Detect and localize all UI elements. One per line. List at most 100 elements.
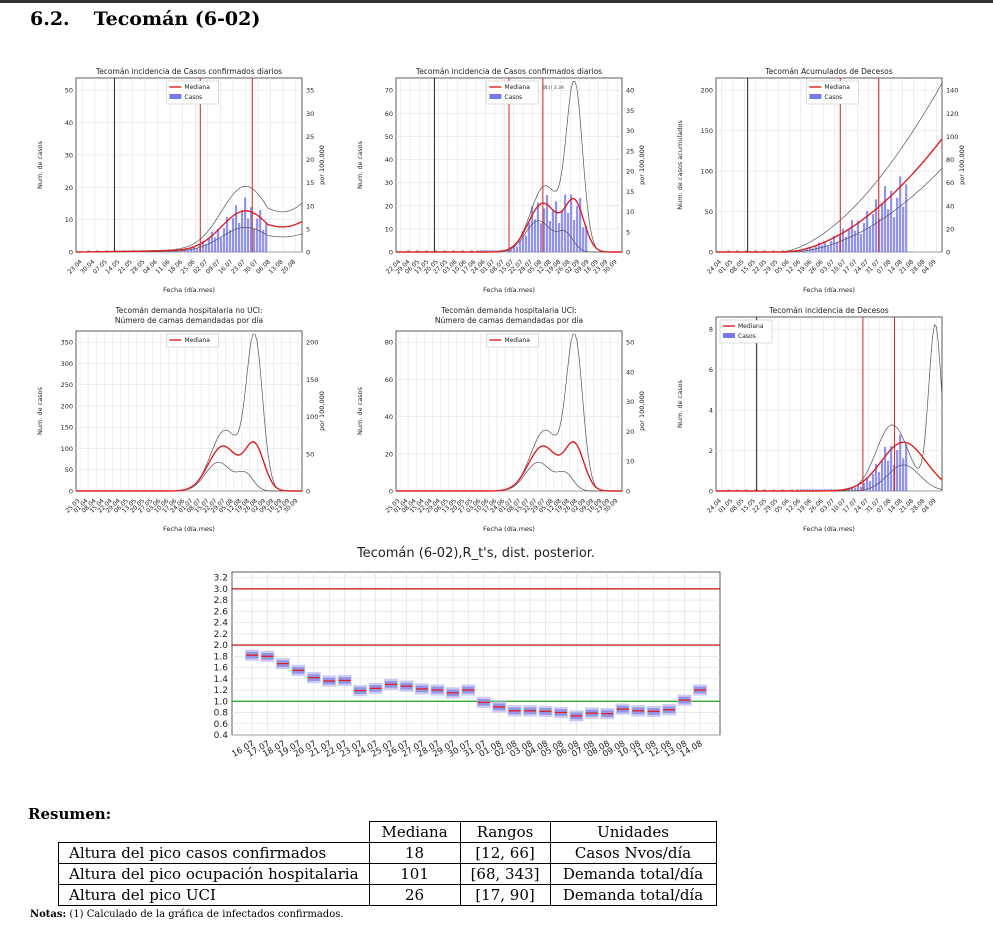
row-unidades: Demanda total/día xyxy=(549,884,717,906)
bar xyxy=(890,446,893,491)
y2-axis-label: por 100,000 xyxy=(318,391,326,431)
bar xyxy=(799,489,802,491)
rt-svg: Tecomán (6-02),R_t's, dist. posterior. 0.… xyxy=(214,546,721,760)
bar xyxy=(216,228,220,252)
row-rango: [12, 66] xyxy=(459,842,551,864)
y2-tick-label: 10 xyxy=(626,458,634,466)
panel-svg: Tecomán demanda hospitalaria no UCI:Núme… xyxy=(36,306,326,533)
y2-axis-label: por 100,000 xyxy=(638,145,646,185)
bar xyxy=(754,489,757,491)
bar xyxy=(243,197,247,252)
x-tick-label: 20.08 xyxy=(280,258,297,275)
y2-tick-label: 50 xyxy=(306,450,314,458)
rt-box xyxy=(322,675,337,687)
y2-tick-label: 60 xyxy=(946,179,954,187)
bar xyxy=(811,248,814,252)
y2-tick-label: 20 xyxy=(626,168,634,176)
bar xyxy=(844,236,848,252)
y-tick-label: 50 xyxy=(385,133,393,141)
y2-tick-label: 40 xyxy=(946,202,954,210)
panel-title: Tecomán incidencia de Casos confirmados … xyxy=(95,67,282,76)
rt-y-tick-label: 3.0 xyxy=(214,585,229,595)
y2-tick-label: 20 xyxy=(946,225,954,233)
bar xyxy=(488,250,491,252)
legend-label: Mediana xyxy=(184,337,210,344)
bar xyxy=(557,222,561,252)
row-rango: [68, 343] xyxy=(459,863,551,885)
bar xyxy=(808,246,811,252)
bar xyxy=(545,195,549,252)
y2-tick-label: 5 xyxy=(306,225,310,233)
bar xyxy=(485,250,488,252)
bar xyxy=(890,190,893,252)
bar xyxy=(847,488,851,491)
y2-tick-label: 20 xyxy=(626,428,634,436)
y2-axis-label: por 100,000 xyxy=(318,145,326,185)
rt-box xyxy=(646,705,661,718)
rt-box xyxy=(461,684,476,696)
bar xyxy=(576,206,579,252)
y-tick-label: 0 xyxy=(389,249,393,257)
y-tick-label: 6 xyxy=(709,366,713,374)
bar xyxy=(524,235,528,252)
bar xyxy=(476,250,479,252)
rt-y-tick-label: 1.0 xyxy=(214,697,229,707)
bar xyxy=(905,444,908,491)
legend-label: Mediana xyxy=(184,84,210,91)
panel-svg: Tecomán demanda hospitalaria UCI:Número … xyxy=(356,306,646,533)
bar xyxy=(859,233,863,252)
y-tick-label: 30 xyxy=(385,179,393,187)
bar xyxy=(899,176,902,252)
rt-y-tick-label: 1.6 xyxy=(214,664,229,674)
bar xyxy=(461,250,464,252)
bar xyxy=(542,208,546,252)
resumen-title: Resumen: xyxy=(28,805,112,823)
legend-label: Casos xyxy=(184,94,202,101)
bar xyxy=(228,230,232,252)
bar xyxy=(551,210,555,252)
rt-y-tick-label: 2.8 xyxy=(214,596,229,606)
bar xyxy=(781,489,784,491)
bar xyxy=(902,206,905,252)
y-tick-label: 50 xyxy=(65,87,73,95)
y-axis-label: Num. de casos xyxy=(36,386,44,435)
bar xyxy=(434,250,437,252)
rt-box xyxy=(260,650,275,662)
y-tick-label: 0 xyxy=(709,488,713,496)
median-line xyxy=(716,138,943,253)
bar xyxy=(491,250,494,252)
rt-box xyxy=(553,706,568,719)
legend-label: Casos xyxy=(738,333,756,340)
section-title: Tecomán (6-02) xyxy=(93,8,261,30)
bar xyxy=(479,250,482,252)
y2-tick-label: 40 xyxy=(626,87,634,95)
bar xyxy=(865,210,869,252)
bar xyxy=(530,206,534,252)
bar xyxy=(87,250,90,252)
bar xyxy=(470,250,473,252)
bar xyxy=(745,489,748,491)
y2-tick-label: 100 xyxy=(306,413,318,421)
bar xyxy=(856,220,860,252)
bar xyxy=(817,489,820,491)
bar xyxy=(887,209,890,252)
bar xyxy=(416,250,419,252)
rt-y-tick-label: 2.0 xyxy=(214,641,229,651)
y2-tick-label: 25 xyxy=(306,133,314,141)
rt-box xyxy=(538,705,553,718)
rt-box xyxy=(631,705,646,717)
bar xyxy=(874,199,878,252)
bar xyxy=(790,489,793,491)
y-tick-label: 20 xyxy=(385,202,393,210)
header-mediana: Mediana xyxy=(368,821,461,843)
bar xyxy=(887,460,890,491)
y-tick-label: 0 xyxy=(389,488,393,496)
row-label: Altura del pico ocupación hospitalaria xyxy=(58,863,370,885)
rt-box xyxy=(693,684,707,696)
y-axis-label: Num. de casos xyxy=(356,140,364,189)
legend-swatch-casos xyxy=(723,333,735,338)
bar xyxy=(905,184,908,252)
bar xyxy=(563,194,567,252)
bar xyxy=(186,250,189,252)
rt-title: Tecomán (6-02),R_t's, dist. posterior. xyxy=(356,546,595,561)
